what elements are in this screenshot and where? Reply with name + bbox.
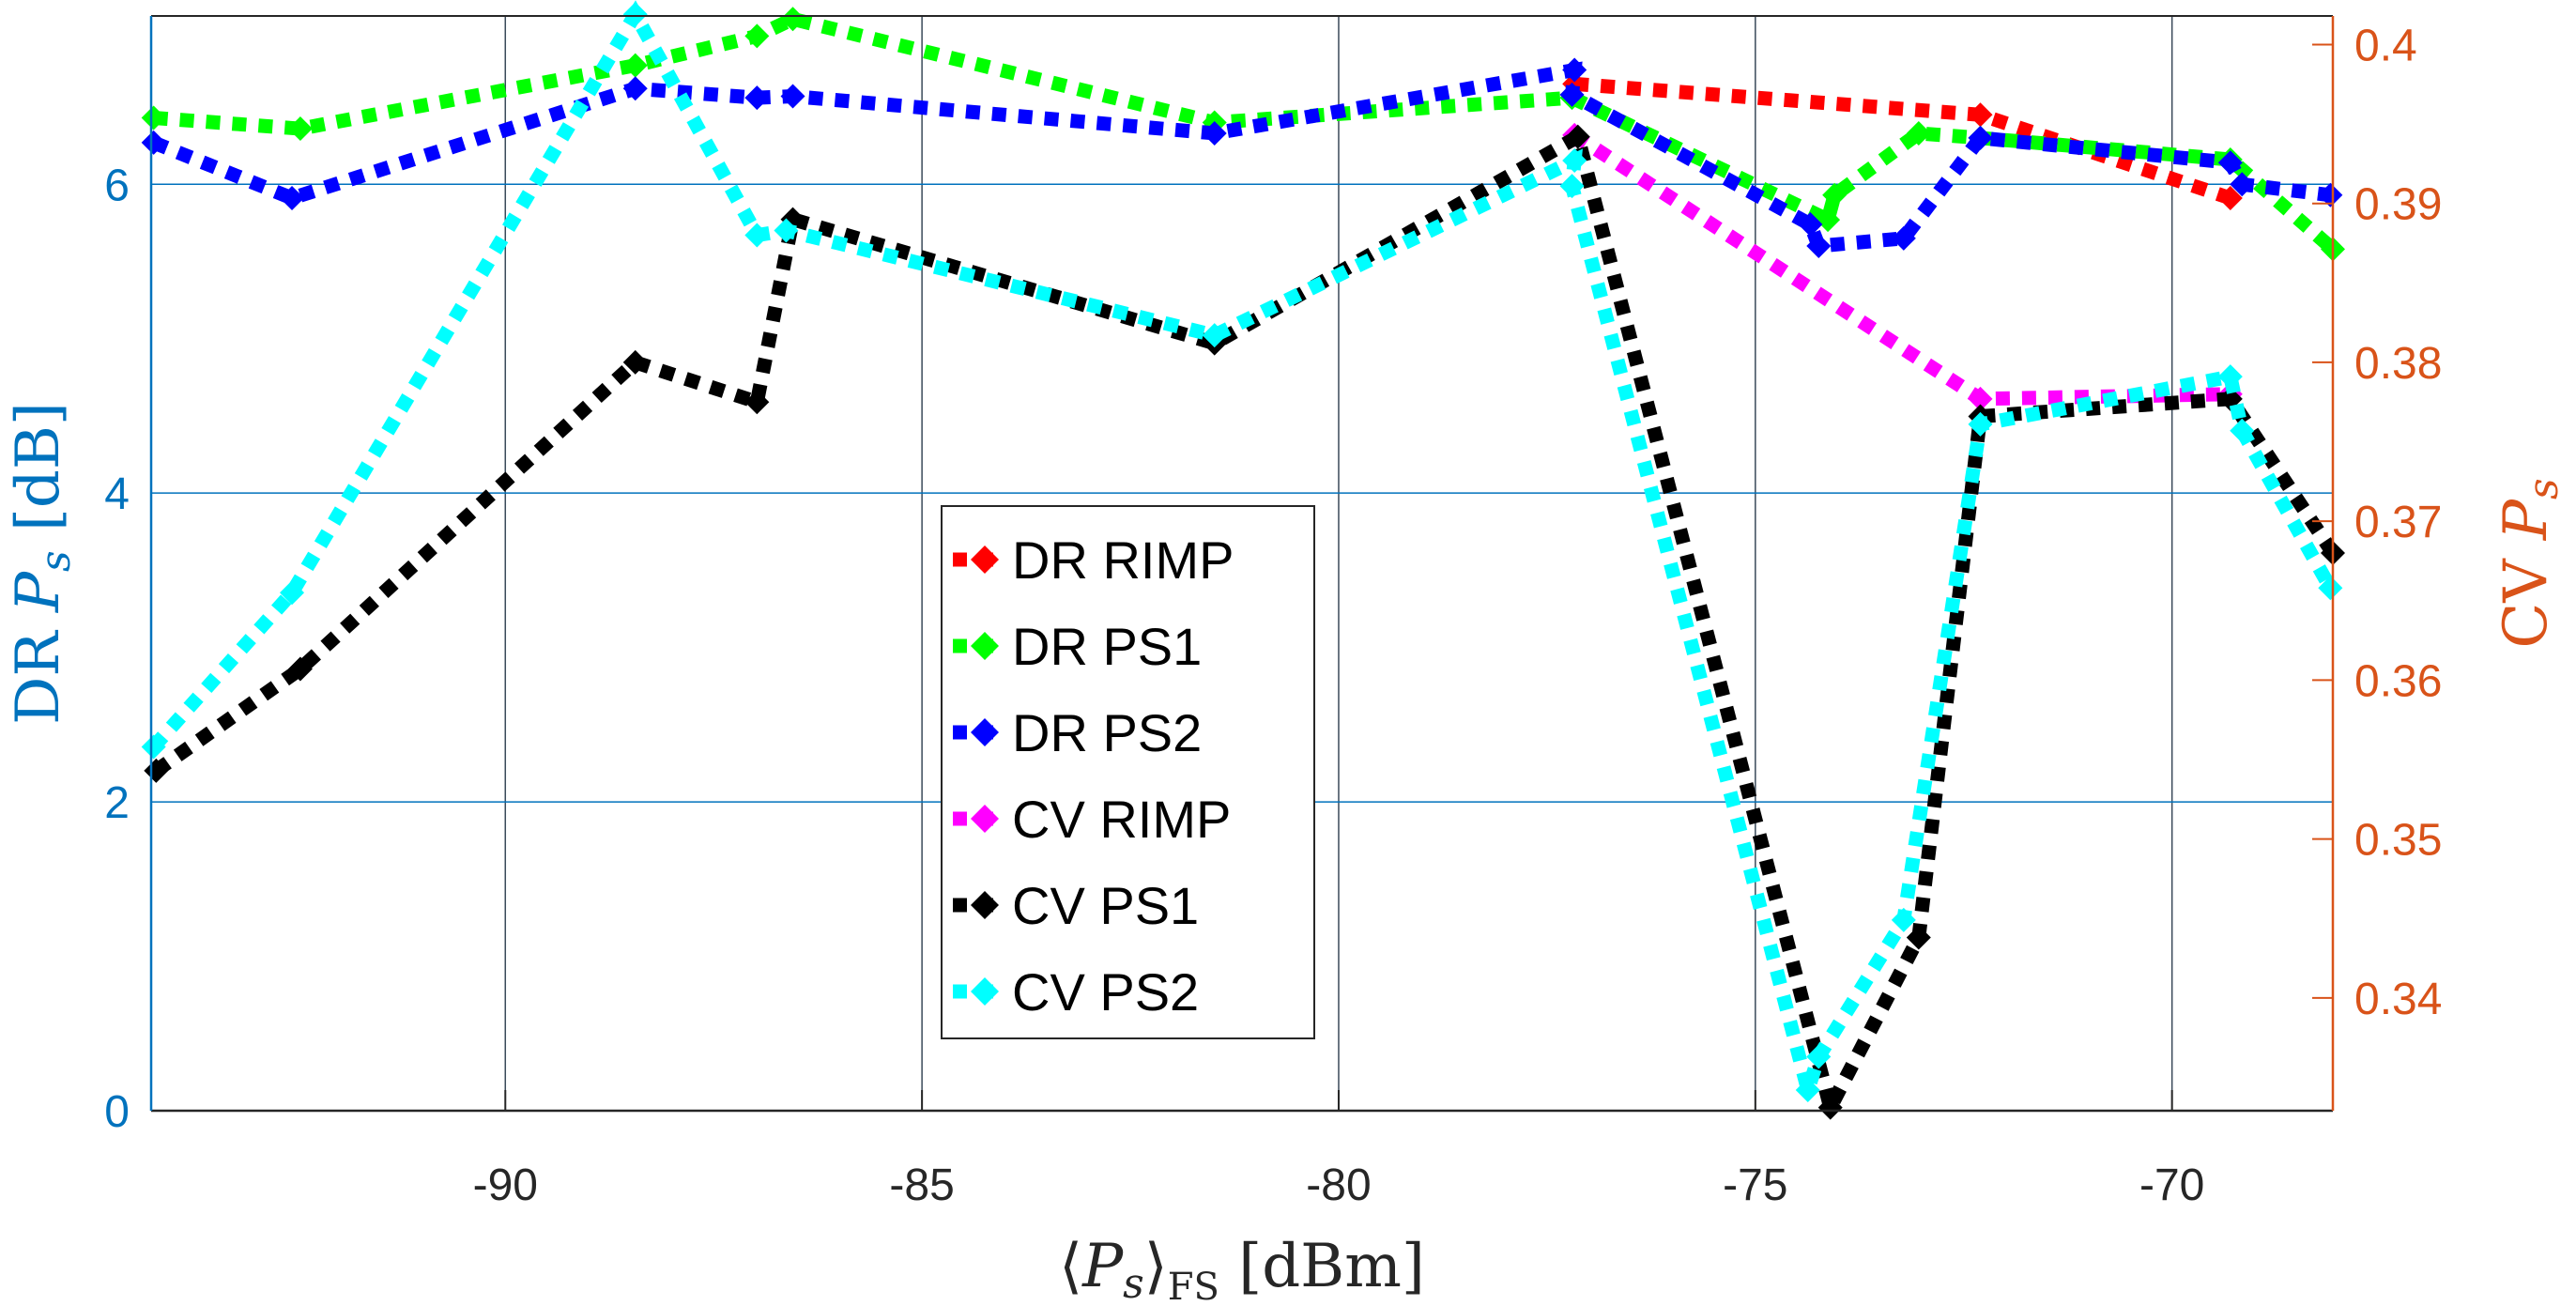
legend-swatch-marker xyxy=(971,545,999,574)
data-point xyxy=(622,2,648,27)
legend-swatch-marker xyxy=(971,632,999,660)
y-axis-left-label: DR Ps [dB] xyxy=(4,402,80,725)
legend-label: DR PS2 xyxy=(1012,703,1202,762)
data-point xyxy=(622,349,648,375)
data-point xyxy=(2217,150,2243,176)
data-point xyxy=(1822,182,1848,207)
y-right-tick-label: 0.35 xyxy=(2354,816,2442,866)
legend-label: CV PS2 xyxy=(1012,962,1199,1022)
y-right-tick-label: 0.39 xyxy=(2354,180,2442,230)
x-tick-label: -80 xyxy=(1306,1160,1371,1210)
data-point xyxy=(2318,576,2343,601)
data-point xyxy=(2217,364,2243,390)
y-left-tick-label: 0 xyxy=(104,1087,130,1137)
legend-label: DR PS1 xyxy=(1012,617,1202,676)
data-point xyxy=(1559,174,1585,199)
series-line-cv-rimp xyxy=(1571,129,2231,407)
legend-swatch-marker xyxy=(971,805,999,833)
y-right-tick-label: 0.37 xyxy=(2354,498,2442,547)
legend-swatch-marker xyxy=(971,891,999,919)
data-point xyxy=(1968,125,1993,150)
data-point xyxy=(2318,182,2343,207)
data-point xyxy=(141,734,166,760)
data-point xyxy=(622,76,648,101)
data-point xyxy=(1798,212,1823,238)
data-point xyxy=(287,656,313,682)
data-point xyxy=(744,390,770,415)
data-point xyxy=(1968,411,1993,437)
legend-label: CV RIMP xyxy=(1012,790,1231,849)
legend-item: DR PS1 xyxy=(953,617,1202,676)
x-tick-label: -90 xyxy=(473,1160,538,1210)
y-right-tick-label: 0.36 xyxy=(2354,656,2442,706)
x-tick-label: -75 xyxy=(1723,1160,1787,1210)
y-left-tick-label: 6 xyxy=(104,161,130,210)
data-point xyxy=(744,223,770,248)
data-point xyxy=(1562,57,1587,83)
legend-item: DR PS2 xyxy=(953,703,1202,762)
y-left-tick-label: 4 xyxy=(104,469,130,519)
data-point xyxy=(1565,124,1590,149)
data-point xyxy=(2217,186,2243,211)
data-point xyxy=(1906,925,1931,950)
data-point xyxy=(1968,386,1993,411)
data-point xyxy=(1559,82,1585,107)
data-point xyxy=(2230,172,2255,197)
legend-item: CV PS1 xyxy=(953,876,1199,935)
data-point xyxy=(774,218,799,243)
data-point xyxy=(1816,207,1841,233)
data-point xyxy=(1202,323,1227,348)
data-point xyxy=(1806,234,1832,259)
data-point xyxy=(1891,907,1916,932)
series-cv-rimp xyxy=(1562,122,2243,411)
x-tick-label: -85 xyxy=(889,1160,954,1210)
series-dr-ps2 xyxy=(141,57,2343,259)
data-point xyxy=(1795,1078,1820,1102)
data-point xyxy=(1968,102,1993,128)
y-right-tick-label: 0.4 xyxy=(2354,21,2417,70)
legend-item: CV PS2 xyxy=(953,962,1199,1022)
data-point xyxy=(1562,148,1587,173)
data-point xyxy=(141,130,166,155)
legend-swatch-marker xyxy=(971,977,999,1006)
series-line-dr-ps2 xyxy=(150,61,2332,254)
data-point xyxy=(287,116,313,142)
data-point xyxy=(280,580,305,606)
series-line-cv-ps1 xyxy=(152,126,2339,1128)
data-point xyxy=(1817,1095,1843,1120)
legend-item: DR RIMP xyxy=(953,530,1234,590)
x-tick-label: -70 xyxy=(2139,1160,2204,1210)
y-right-tick-label: 0.38 xyxy=(2354,339,2442,389)
y-left-tick-label: 2 xyxy=(104,778,130,828)
series-dr-ps1 xyxy=(141,7,2345,262)
legend-item: CV RIMP xyxy=(953,790,1231,849)
data-point xyxy=(780,84,805,109)
data-point xyxy=(1202,120,1227,146)
legend-label: CV PS1 xyxy=(1012,876,1199,935)
data-point xyxy=(744,23,770,49)
x-axis-label: ⟨Ps⟩FS [dBm] xyxy=(1059,1232,1425,1306)
data-point xyxy=(622,53,648,78)
data-point xyxy=(280,186,305,211)
data-point xyxy=(780,7,805,32)
axes: -90 -85 -80 -75 -70 0 2 4 6 0.34 0.35 0.36 0.37 0.38 0… xyxy=(104,15,2442,1210)
y-axis-right-label: CV Ps xyxy=(2492,478,2568,648)
legend-label: DR RIMP xyxy=(1012,530,1234,590)
y-right-tick-label: 0.34 xyxy=(2354,975,2442,1024)
series-cv-ps2 xyxy=(141,0,2343,1115)
data-point xyxy=(2230,418,2255,443)
series-layer xyxy=(141,0,2345,1128)
data-point xyxy=(1806,1044,1832,1069)
data-point xyxy=(1891,225,1916,251)
data-point xyxy=(141,105,166,131)
legend: DR RIMP DR PS1 DR PS2 CV RIMP CV PS1 CV PS2 xyxy=(941,505,1315,1039)
data-point xyxy=(1906,120,1931,146)
legend-box xyxy=(941,505,1315,1039)
data-point xyxy=(744,85,770,111)
legend-swatch-marker xyxy=(971,718,999,746)
